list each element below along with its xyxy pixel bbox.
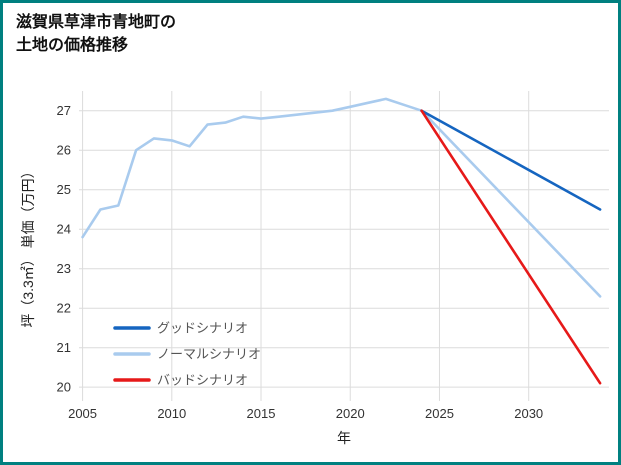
y-tick-label: 20 <box>57 380 71 395</box>
series-line-normal <box>81 97 602 298</box>
x-tick-label: 2020 <box>336 406 365 421</box>
legend-label-good: グッドシナリオ <box>157 321 248 336</box>
x-tick-label: 2025 <box>425 406 454 421</box>
y-tick-label: 22 <box>57 301 71 316</box>
legend-label-normal: ノーマルシナリオ <box>157 347 261 362</box>
series-line-bad <box>420 109 602 385</box>
chart-title-line1: 滋賀県草津市青地町の <box>16 14 177 31</box>
x-tick-label: 2030 <box>514 406 543 421</box>
y-tick-label: 27 <box>57 103 71 118</box>
y-tick-label: 24 <box>57 222 71 237</box>
y-tick-label: 21 <box>57 340 71 355</box>
x-tick-label: 2005 <box>68 406 97 421</box>
y-tick-label: 26 <box>57 143 71 158</box>
chart-title-line2: 土地の価格推移 <box>16 37 129 55</box>
price-trend-chart: 2005 2010 2015 2020 2025 2030 20 21 22 23 24 25 26 27… <box>20 91 609 446</box>
x-tick-label: 2010 <box>157 406 186 421</box>
y-tick-label: 25 <box>57 182 71 197</box>
series-line-good <box>420 109 602 211</box>
x-axis-label: 年 <box>337 430 351 446</box>
x-tick-label: 2015 <box>247 406 276 421</box>
legend-label-bad: バッドシナリオ <box>157 373 248 388</box>
y-axis-label: 坪（3.3㎡） 単価（万円） <box>20 164 36 327</box>
chart-title: 滋賀県草津市青地町の 土地の価格推移 <box>16 11 176 57</box>
y-tick-label: 23 <box>57 261 71 276</box>
